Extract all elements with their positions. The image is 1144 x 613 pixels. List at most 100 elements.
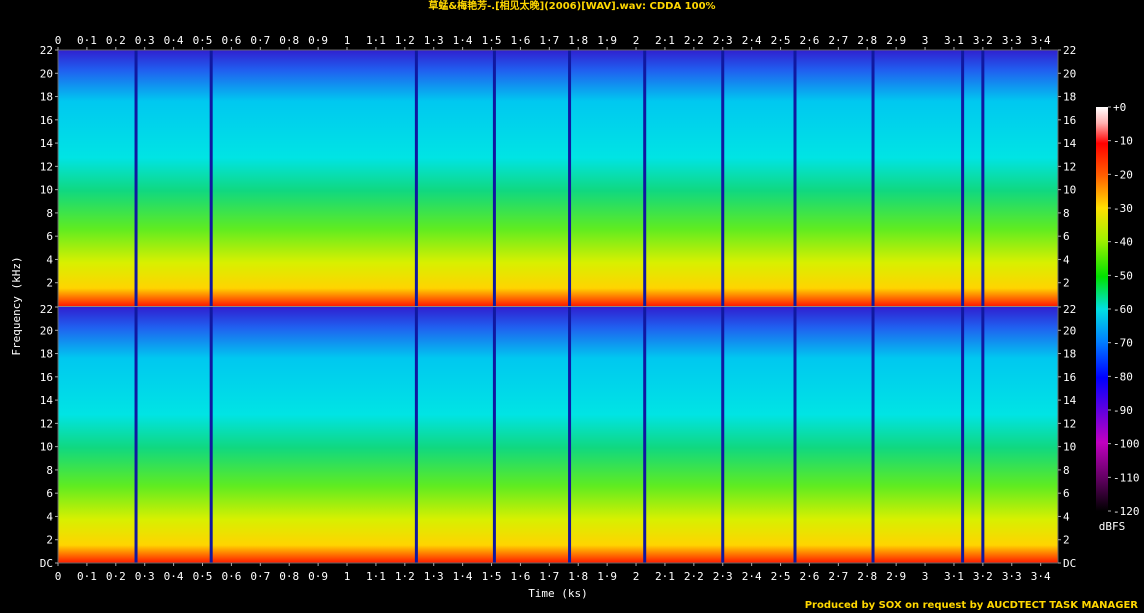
y-tick-label-left: 18 [40, 348, 53, 361]
x-tick-label-top: 3·1 [944, 34, 964, 47]
x-tick-label-top: 1·3 [424, 34, 444, 47]
y-tick-label-right: 22 [1063, 44, 1076, 57]
y-tick-label-right: 22 [1063, 303, 1076, 316]
y-tick-label-left: 12 [40, 417, 53, 430]
colorbar-tick-label: -60 [1113, 303, 1133, 316]
x-tick-label-top: 2·7 [828, 34, 848, 47]
x-tick-label-bottom: 0·2 [106, 570, 126, 583]
x-tick-label-top: 1·9 [597, 34, 617, 47]
x-tick-label-top: 1·8 [568, 34, 588, 47]
colorbar-tick-label: -110 [1113, 471, 1140, 484]
x-tick-label-top: 2·9 [886, 34, 906, 47]
colorbar-tick-label: -70 [1113, 337, 1133, 350]
x-tick-label-bottom: 0·5 [193, 570, 213, 583]
y-tick-label-left: 10 [40, 184, 53, 197]
y-tick-label-left: 22 [40, 303, 53, 316]
colorbar-tick-label: -100 [1113, 438, 1140, 451]
colorbar-tick-label: -30 [1113, 202, 1133, 215]
y-tick-label-left: 20 [40, 67, 53, 80]
y-axis-label: Frequency (kHz) [10, 256, 23, 355]
y-tick-label-left: 16 [40, 114, 53, 127]
channel-1-spectrogram [58, 50, 1058, 306]
x-tick-label-bottom: 1·7 [539, 570, 559, 583]
y-tick-label-right: 2 [1063, 534, 1070, 547]
x-tick-label-top: 2 [633, 34, 640, 47]
x-tick-label-bottom: 2·1 [655, 570, 675, 583]
x-tick-label-bottom: 1·9 [597, 570, 617, 583]
y-tick-label-right: 20 [1063, 324, 1076, 337]
y-tick-label-left: 4 [46, 253, 53, 266]
x-axis-label: Time (ks) [528, 587, 588, 600]
x-tick-label-top: 2·6 [800, 34, 820, 47]
x-tick-label-bottom: 1·8 [568, 570, 588, 583]
x-tick-label-top: 2·1 [655, 34, 675, 47]
chart-title: 草蜢&梅艳芳-.[相见太晚](2006)[WAV].wav: CDDA 100% [428, 1, 716, 12]
y-tick-label-left: 12 [40, 160, 53, 173]
y-tick-label-right: 18 [1063, 91, 1076, 104]
x-tick-label-bottom: 0·3 [135, 570, 155, 583]
y-tick-label-left: 22 [40, 44, 53, 57]
y-tick-label-left: 14 [40, 137, 54, 150]
x-tick-label-top: 1·1 [366, 34, 386, 47]
y-tick-label-right: 10 [1063, 441, 1076, 454]
x-tick-label-bottom: 0·1 [77, 570, 97, 583]
x-tick-label-bottom: 0·8 [279, 570, 299, 583]
y-tick-label-left: 4 [46, 510, 53, 523]
y-tick-label-left: 16 [40, 371, 53, 384]
x-tick-label-bottom: 3·3 [1002, 570, 1022, 583]
x-tick-label-top: 3·3 [1002, 34, 1022, 47]
y-tick-label-right: 2 [1063, 277, 1070, 290]
y-tick-label-left: 6 [46, 230, 53, 243]
x-tick-label-top: 0·4 [164, 34, 184, 47]
x-tick-label-bottom: 3·2 [973, 570, 993, 583]
y-tick-label-left: 2 [46, 277, 53, 290]
y-tick-label-right: 4 [1063, 510, 1070, 523]
y-tick-label-right: 6 [1063, 487, 1070, 500]
x-tick-label-top: 0·1 [77, 34, 97, 47]
x-tick-label-top: 2·3 [713, 34, 733, 47]
x-tick-label-bottom: 0·4 [164, 570, 184, 583]
x-tick-label-top: 0·8 [279, 34, 299, 47]
y-tick-label-left: 18 [40, 91, 53, 104]
y-tick-label-left: 20 [40, 324, 53, 337]
colorbar-tick-label: +0 [1113, 101, 1126, 114]
y-tick-label-right: 16 [1063, 371, 1076, 384]
y-tick-label-right: 20 [1063, 67, 1076, 80]
x-tick-label-bottom: 1·4 [453, 570, 473, 583]
y-tick-label-right: 12 [1063, 417, 1076, 430]
colorbar [1096, 107, 1108, 511]
x-tick-label-bottom: 1·2 [395, 570, 415, 583]
x-tick-label-bottom: 2·8 [857, 570, 877, 583]
x-tick-label-bottom: 1 [344, 570, 351, 583]
x-tick-label-bottom: 2·7 [828, 570, 848, 583]
x-tick-label-top: 1·2 [395, 34, 415, 47]
x-tick-label-top: 0·9 [308, 34, 328, 47]
x-tick-label-bottom: 2·3 [713, 570, 733, 583]
x-tick-label-top: 3·2 [973, 34, 993, 47]
y-tick-label-right: 16 [1063, 114, 1076, 127]
x-tick-label-top: 2·5 [771, 34, 791, 47]
x-tick-label-top: 1·6 [510, 34, 530, 47]
x-tick-label-top: 1 [344, 34, 351, 47]
x-tick-label-bottom: 0·7 [250, 570, 270, 583]
x-tick-label-top: 2·2 [684, 34, 704, 47]
x-tick-label-bottom: 1·6 [510, 570, 530, 583]
x-tick-label-top: 0·5 [193, 34, 213, 47]
x-tick-label-top: 0·3 [135, 34, 155, 47]
colorbar-tick-label: -40 [1113, 236, 1133, 249]
y-tick-label-left: 8 [46, 207, 53, 220]
colorbar-tick-label: -10 [1113, 135, 1133, 148]
x-tick-label-top: 3 [922, 34, 929, 47]
x-tick-label-top: 2·4 [742, 34, 762, 47]
x-tick-label-top: 0·2 [106, 34, 126, 47]
colorbar-label: dBFS [1099, 520, 1126, 533]
y-tick-label-left: 10 [40, 441, 53, 454]
x-tick-label-top: 2·8 [857, 34, 877, 47]
y-tick-label-right: 4 [1063, 253, 1070, 266]
x-tick-label-top: 3·4 [1031, 34, 1051, 47]
y-tick-label-right: 18 [1063, 348, 1076, 361]
x-tick-label-bottom: 3·1 [944, 570, 964, 583]
x-tick-label-bottom: 3 [922, 570, 929, 583]
y-tick-label-right: 12 [1063, 160, 1076, 173]
